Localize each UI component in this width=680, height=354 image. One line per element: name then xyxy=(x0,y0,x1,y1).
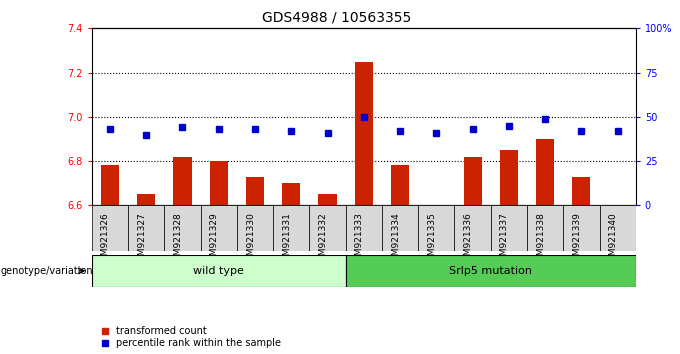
Text: GSM921334: GSM921334 xyxy=(391,212,400,267)
Bar xyxy=(137,194,155,205)
Text: GSM921335: GSM921335 xyxy=(427,212,437,267)
Text: GSM921333: GSM921333 xyxy=(355,212,364,267)
Text: GSM921331: GSM921331 xyxy=(282,212,291,267)
Text: GSM921329: GSM921329 xyxy=(209,212,219,267)
Text: GSM921340: GSM921340 xyxy=(609,212,617,267)
Text: transformed count: transformed count xyxy=(116,326,206,336)
Bar xyxy=(101,165,119,205)
Bar xyxy=(165,205,201,251)
Text: Srlp5 mutation: Srlp5 mutation xyxy=(449,266,532,276)
Bar xyxy=(282,183,301,205)
Text: wild type: wild type xyxy=(193,266,244,276)
Bar xyxy=(527,205,563,251)
Text: GSM921328: GSM921328 xyxy=(173,212,182,267)
Bar xyxy=(273,205,309,251)
Bar xyxy=(500,150,518,205)
Bar xyxy=(309,205,345,251)
Bar xyxy=(345,205,382,251)
Bar xyxy=(345,255,636,287)
Bar xyxy=(382,205,418,251)
Bar xyxy=(246,177,264,205)
Text: GSM921327: GSM921327 xyxy=(137,212,146,267)
Text: GSM921339: GSM921339 xyxy=(573,212,581,267)
Bar xyxy=(454,205,491,251)
Bar xyxy=(92,255,345,287)
Bar xyxy=(536,139,554,205)
Bar xyxy=(418,205,454,251)
Bar xyxy=(318,194,337,205)
Text: GSM921336: GSM921336 xyxy=(464,212,473,267)
Bar xyxy=(573,177,590,205)
Bar xyxy=(491,205,527,251)
Bar xyxy=(464,156,481,205)
Text: genotype/variation: genotype/variation xyxy=(1,266,93,276)
Bar xyxy=(92,205,128,251)
Bar xyxy=(173,156,192,205)
Bar xyxy=(237,205,273,251)
Text: GDS4988 / 10563355: GDS4988 / 10563355 xyxy=(262,11,411,25)
Bar xyxy=(563,205,600,251)
Bar xyxy=(128,205,165,251)
Bar xyxy=(391,165,409,205)
Bar xyxy=(209,161,228,205)
Bar xyxy=(201,205,237,251)
Bar xyxy=(600,205,636,251)
Text: percentile rank within the sample: percentile rank within the sample xyxy=(116,338,281,348)
Text: GSM921326: GSM921326 xyxy=(101,212,110,267)
Text: GSM921330: GSM921330 xyxy=(246,212,255,267)
Text: GSM921338: GSM921338 xyxy=(536,212,545,267)
Text: GSM921332: GSM921332 xyxy=(318,212,328,267)
Text: GSM921337: GSM921337 xyxy=(500,212,509,267)
Bar xyxy=(355,62,373,205)
